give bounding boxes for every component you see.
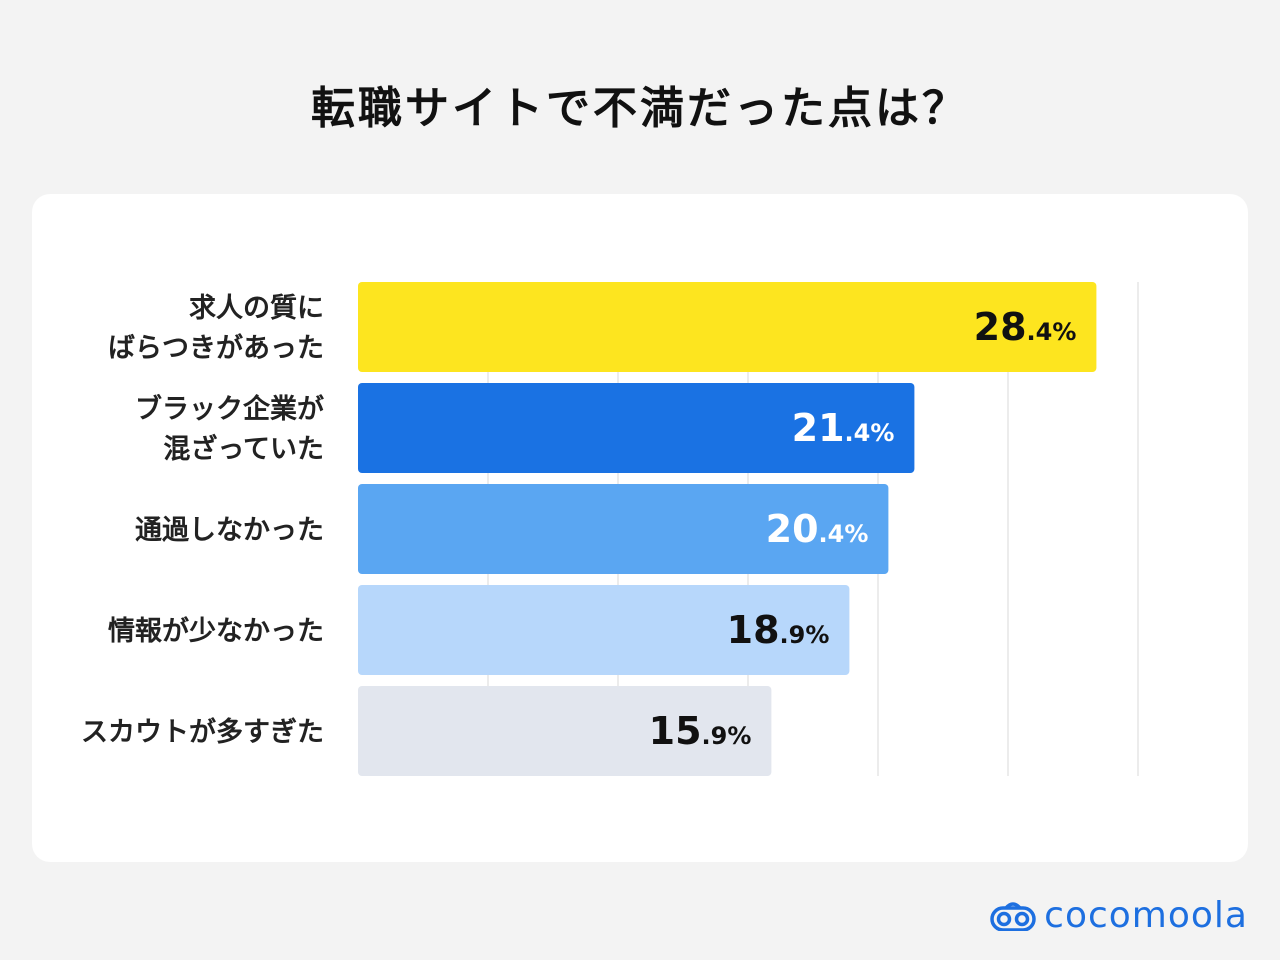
bars <box>358 282 1097 776</box>
category-label: 求人の質にばらつきがあった <box>108 293 324 364</box>
bar <box>358 484 889 574</box>
bar <box>358 686 772 776</box>
value-label: 28.4% <box>974 305 1077 349</box>
category-label: 通過しなかった <box>135 515 324 546</box>
bar <box>358 585 850 675</box>
bar-chart: 求人の質にばらつきがあったブラック企業が混ざっていた通過しなかった情報が少なかっ… <box>81 282 1139 776</box>
category-labels: 求人の質にばらつきがあったブラック企業が混ざっていた通過しなかった情報が少なかっ… <box>81 293 324 748</box>
value-labels: 28.4% 21.4% 20.4% 18.9% 15.9% <box>649 305 1077 753</box>
value-label: 21.4% <box>792 406 895 450</box>
brand-name: cocomoola <box>1044 894 1248 936</box>
value-label: 15.9% <box>649 709 752 753</box>
category-label: スカウトが多すぎた <box>81 716 324 748</box>
bar <box>358 282 1097 372</box>
chart-panel: 求人の質にばらつきがあったブラック企業が混ざっていた通過しなかった情報が少なかっ… <box>32 194 1248 862</box>
page-title: 転職サイトで不満だった点は？ <box>311 83 969 134</box>
brand-logo: cocomoola <box>990 892 1248 938</box>
bar <box>358 383 915 473</box>
value-label: 20.4% <box>766 507 869 551</box>
value-label: 18.9% <box>727 608 830 652</box>
category-label: ブラック企業が混ざっていた <box>135 393 324 465</box>
cocomoola-logo-icon <box>990 902 1036 931</box>
category-label: 情報が少なかった <box>108 615 324 647</box>
